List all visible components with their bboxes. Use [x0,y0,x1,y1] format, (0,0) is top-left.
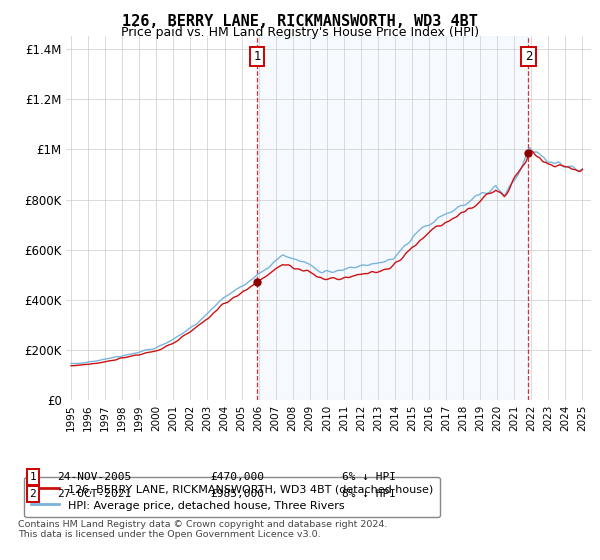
Text: £985,000: £985,000 [210,489,264,499]
Text: 27-OCT-2021: 27-OCT-2021 [57,489,131,499]
Text: 126, BERRY LANE, RICKMANSWORTH, WD3 4BT: 126, BERRY LANE, RICKMANSWORTH, WD3 4BT [122,14,478,29]
Text: Price paid vs. HM Land Registry's House Price Index (HPI): Price paid vs. HM Land Registry's House … [121,26,479,39]
Text: 1: 1 [253,50,261,63]
Text: 1: 1 [29,472,37,482]
Text: 6% ↓ HPI: 6% ↓ HPI [342,472,396,482]
Text: 8% ↓ HPI: 8% ↓ HPI [342,489,396,499]
Text: Contains HM Land Registry data © Crown copyright and database right 2024.
This d: Contains HM Land Registry data © Crown c… [18,520,388,539]
Bar [257,36,529,400]
Legend: 126, BERRY LANE, RICKMANSWORTH, WD3 4BT (detached house), HPI: Average price, de: 126, BERRY LANE, RICKMANSWORTH, WD3 4BT … [25,477,440,517]
Text: £470,000: £470,000 [210,472,264,482]
Text: 24-NOV-2005: 24-NOV-2005 [57,472,131,482]
Text: 2: 2 [525,50,532,63]
Text: 2: 2 [29,489,37,499]
